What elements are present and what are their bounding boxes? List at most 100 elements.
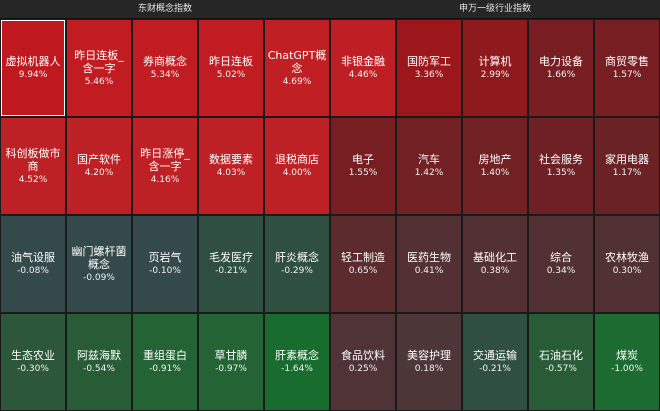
tile-change-percent: -0.21%: [479, 364, 511, 374]
tile-name: 医药生物: [407, 251, 451, 264]
tile-name: 昨日连板: [209, 55, 253, 68]
tile-name: 毛发医疗: [209, 251, 253, 264]
industry-tile[interactable]: 社会服务 1.35%: [529, 118, 593, 214]
tile-change-percent: 4.03%: [216, 168, 246, 178]
industry-tile[interactable]: 医药生物 0.41%: [397, 216, 461, 312]
tile-change-percent: 4.16%: [150, 174, 180, 185]
tile-change-percent: -0.08%: [17, 266, 49, 276]
concept-tile[interactable]: 数据要素 4.03%: [199, 118, 263, 214]
tile-name: 社会服务: [539, 153, 583, 166]
tile-name: 煤炭: [616, 349, 638, 362]
tile-change-percent: 5.34%: [150, 70, 180, 80]
industry-tile[interactable]: 综合 0.34%: [529, 216, 593, 312]
industry-index-header: 申万一级行业指数: [330, 0, 660, 19]
industry-tile[interactable]: 房地产 1.40%: [463, 118, 527, 214]
tile-change-percent: 1.40%: [480, 168, 510, 178]
industry-tile[interactable]: 家用电器 1.17%: [595, 118, 659, 214]
tile-name: 油气设服: [11, 251, 55, 264]
concept-tile[interactable]: 国产软件 4.20%: [67, 118, 131, 214]
industry-tile[interactable]: 汽车 1.42%: [397, 118, 461, 214]
industry-tile[interactable]: 食品饮料 0.25%: [331, 314, 395, 410]
tile-name: 券商概念: [143, 55, 187, 68]
tile-change-percent: 9.94%: [18, 70, 48, 80]
tile-change-percent: 5.46%: [84, 76, 114, 87]
concept-tile[interactable]: 退税商店 4.00%: [265, 118, 329, 214]
concept-tile[interactable]: 昨日连板 5.02%: [199, 20, 263, 116]
concept-tile[interactable]: 虚拟机器人 9.94%: [1, 20, 65, 116]
concept-tile[interactable]: 重组蛋白 -0.91%: [133, 314, 197, 410]
industry-tile[interactable]: 石油石化 -0.57%: [529, 314, 593, 410]
concept-tile[interactable]: 油气设服 -0.08%: [1, 216, 65, 312]
tile-change-percent: 4.46%: [348, 70, 378, 80]
industry-tile[interactable]: 非银金融 4.46%: [331, 20, 395, 116]
industry-tile[interactable]: 计算机 2.99%: [463, 20, 527, 116]
tile-change-percent: 3.36%: [414, 70, 444, 80]
concept-tile[interactable]: 昨日连板_含一字 5.46%: [67, 20, 131, 116]
tile-name: 食品饮料: [341, 349, 385, 362]
tile-name: 阿兹海默: [77, 349, 121, 362]
concept-tile[interactable]: 页岩气 -0.10%: [133, 216, 197, 312]
tile-change-percent: 0.34%: [546, 266, 576, 276]
tile-change-percent: 1.55%: [348, 168, 378, 178]
concept-tile[interactable]: 草甘膦 -0.97%: [199, 314, 263, 410]
tile-change-percent: 0.18%: [414, 364, 444, 374]
concept-tile[interactable]: 昨日涨停_含一字 4.16%: [133, 118, 197, 214]
tile-name: 重组蛋白: [143, 349, 187, 362]
industry-tile[interactable]: 电力设备 1.66%: [529, 20, 593, 116]
concept-tile[interactable]: 科创板做市商 4.52%: [1, 118, 65, 214]
tile-name: 昨日连板_含一字: [74, 48, 124, 75]
tile-change-percent: 1.42%: [414, 168, 444, 178]
concept-tile[interactable]: 毛发医疗 -0.21%: [199, 216, 263, 312]
concept-heatmap-grid: 虚拟机器人 9.94% 昨日连板_含一字 5.46% 券商概念 5.34% 昨日连板 5.02…: [0, 19, 330, 410]
tile-change-percent: 5.02%: [216, 70, 246, 80]
tile-name: 非银金融: [341, 55, 385, 68]
tile-name: 电力设备: [539, 55, 583, 68]
tile-change-percent: -0.91%: [149, 364, 181, 374]
industry-tile[interactable]: 轻工制造 0.65%: [331, 216, 395, 312]
tile-change-percent: 2.99%: [480, 70, 510, 80]
tile-name: 汽车: [418, 153, 440, 166]
tile-change-percent: 4.20%: [84, 168, 114, 178]
industry-tile[interactable]: 电子 1.55%: [331, 118, 395, 214]
tile-name: 退税商店: [275, 153, 319, 166]
tile-change-percent: -0.10%: [149, 266, 181, 276]
industry-tile[interactable]: 交通运输 -0.21%: [463, 314, 527, 410]
industry-tile[interactable]: 美容护理 0.18%: [397, 314, 461, 410]
tile-name: 国防军工: [407, 55, 451, 68]
concept-tile[interactable]: ChatGPT概念 4.69%: [265, 20, 329, 116]
concept-tile[interactable]: 肝炎概念 -0.29%: [265, 216, 329, 312]
concept-tile[interactable]: 阿兹海默 -0.54%: [67, 314, 131, 410]
tile-name: 草甘膦: [214, 349, 248, 362]
industry-tile[interactable]: 商贸零售 1.57%: [595, 20, 659, 116]
tile-change-percent: -0.21%: [215, 266, 247, 276]
tile-name: 交通运输: [473, 349, 517, 362]
industry-heatmap-grid: 非银金融 4.46% 国防军工 3.36% 计算机 2.99% 电力设备 1.66% 商贸零售 1…: [330, 19, 660, 410]
concept-tile[interactable]: 生态农业 -0.30%: [1, 314, 65, 410]
concept-tile[interactable]: 券商概念 5.34%: [133, 20, 197, 116]
concept-tile[interactable]: 幽门螺杆菌概念 -0.09%: [67, 216, 131, 312]
concept-tile[interactable]: 肝素概念 -1.64%: [265, 314, 329, 410]
industry-tile[interactable]: 农林牧渔 0.30%: [595, 216, 659, 312]
tile-change-percent: 1.66%: [546, 70, 576, 80]
tile-name: 基础化工: [473, 251, 517, 264]
tile-name: 虚拟机器人: [5, 55, 61, 68]
tile-name: 昨日涨停_含一字: [140, 146, 190, 173]
tile-change-percent: 0.38%: [480, 266, 510, 276]
tile-change-percent: 0.65%: [348, 266, 378, 276]
tile-name: 科创板做市商: [5, 146, 61, 173]
tile-name: 数据要素: [209, 153, 253, 166]
tile-change-percent: -0.29%: [281, 266, 313, 276]
industry-tile[interactable]: 煤炭 -1.00%: [595, 314, 659, 410]
industry-index-panel: 申万一级行业指数 非银金融 4.46% 国防军工 3.36% 计算机 2.99% 电力设备 1…: [330, 0, 660, 411]
tile-change-percent: -0.57%: [545, 364, 577, 374]
tile-change-percent: -0.97%: [215, 364, 247, 374]
tile-name: 综合: [550, 251, 572, 264]
tile-name: ChatGPT概念: [267, 48, 327, 75]
industry-tile[interactable]: 国防军工 3.36%: [397, 20, 461, 116]
tile-name: 房地产: [478, 153, 512, 166]
tile-change-percent: 0.25%: [348, 364, 378, 374]
industry-tile[interactable]: 基础化工 0.38%: [463, 216, 527, 312]
tile-change-percent: -1.64%: [281, 364, 313, 374]
tile-change-percent: 0.41%: [414, 266, 444, 276]
tile-change-percent: 4.69%: [282, 76, 312, 87]
